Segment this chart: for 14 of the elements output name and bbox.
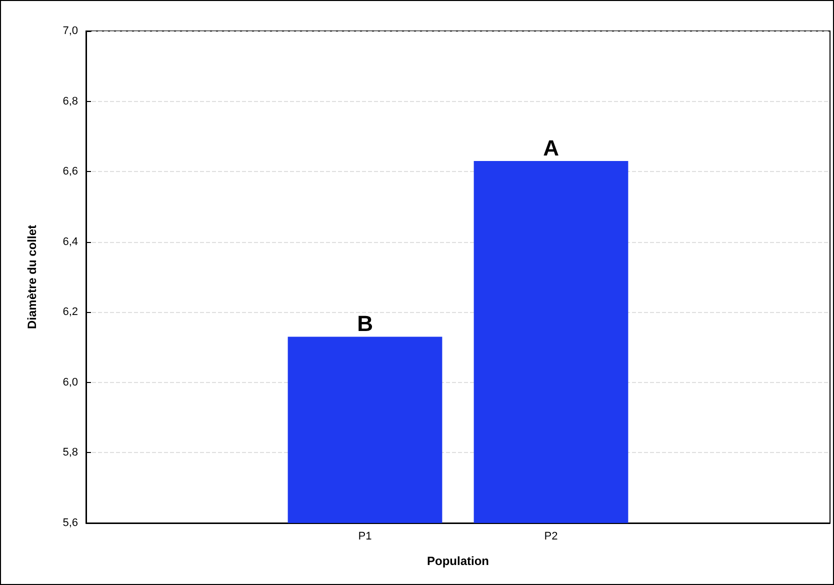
x-tick-label: P1 bbox=[358, 530, 372, 542]
y-tick-label: 5,8 bbox=[62, 446, 78, 459]
y-tick-label: 6,2 bbox=[62, 306, 78, 318]
y-axis-title: Diamètre du collet bbox=[25, 224, 39, 330]
y-tick-label: 6,0 bbox=[62, 376, 78, 388]
y-tick-label: 6,4 bbox=[62, 236, 78, 248]
x-axis-title: Population bbox=[427, 554, 489, 568]
annotation: B bbox=[357, 311, 373, 336]
annotation: A bbox=[543, 136, 560, 161]
x-tick-label: P2 bbox=[544, 530, 558, 542]
y-tick-label: 5,6 bbox=[62, 517, 78, 529]
y-tick-label: 6,8 bbox=[62, 95, 78, 108]
y-tick-label: 6,6 bbox=[62, 166, 78, 178]
y-tick-label: 7,0 bbox=[62, 25, 78, 37]
